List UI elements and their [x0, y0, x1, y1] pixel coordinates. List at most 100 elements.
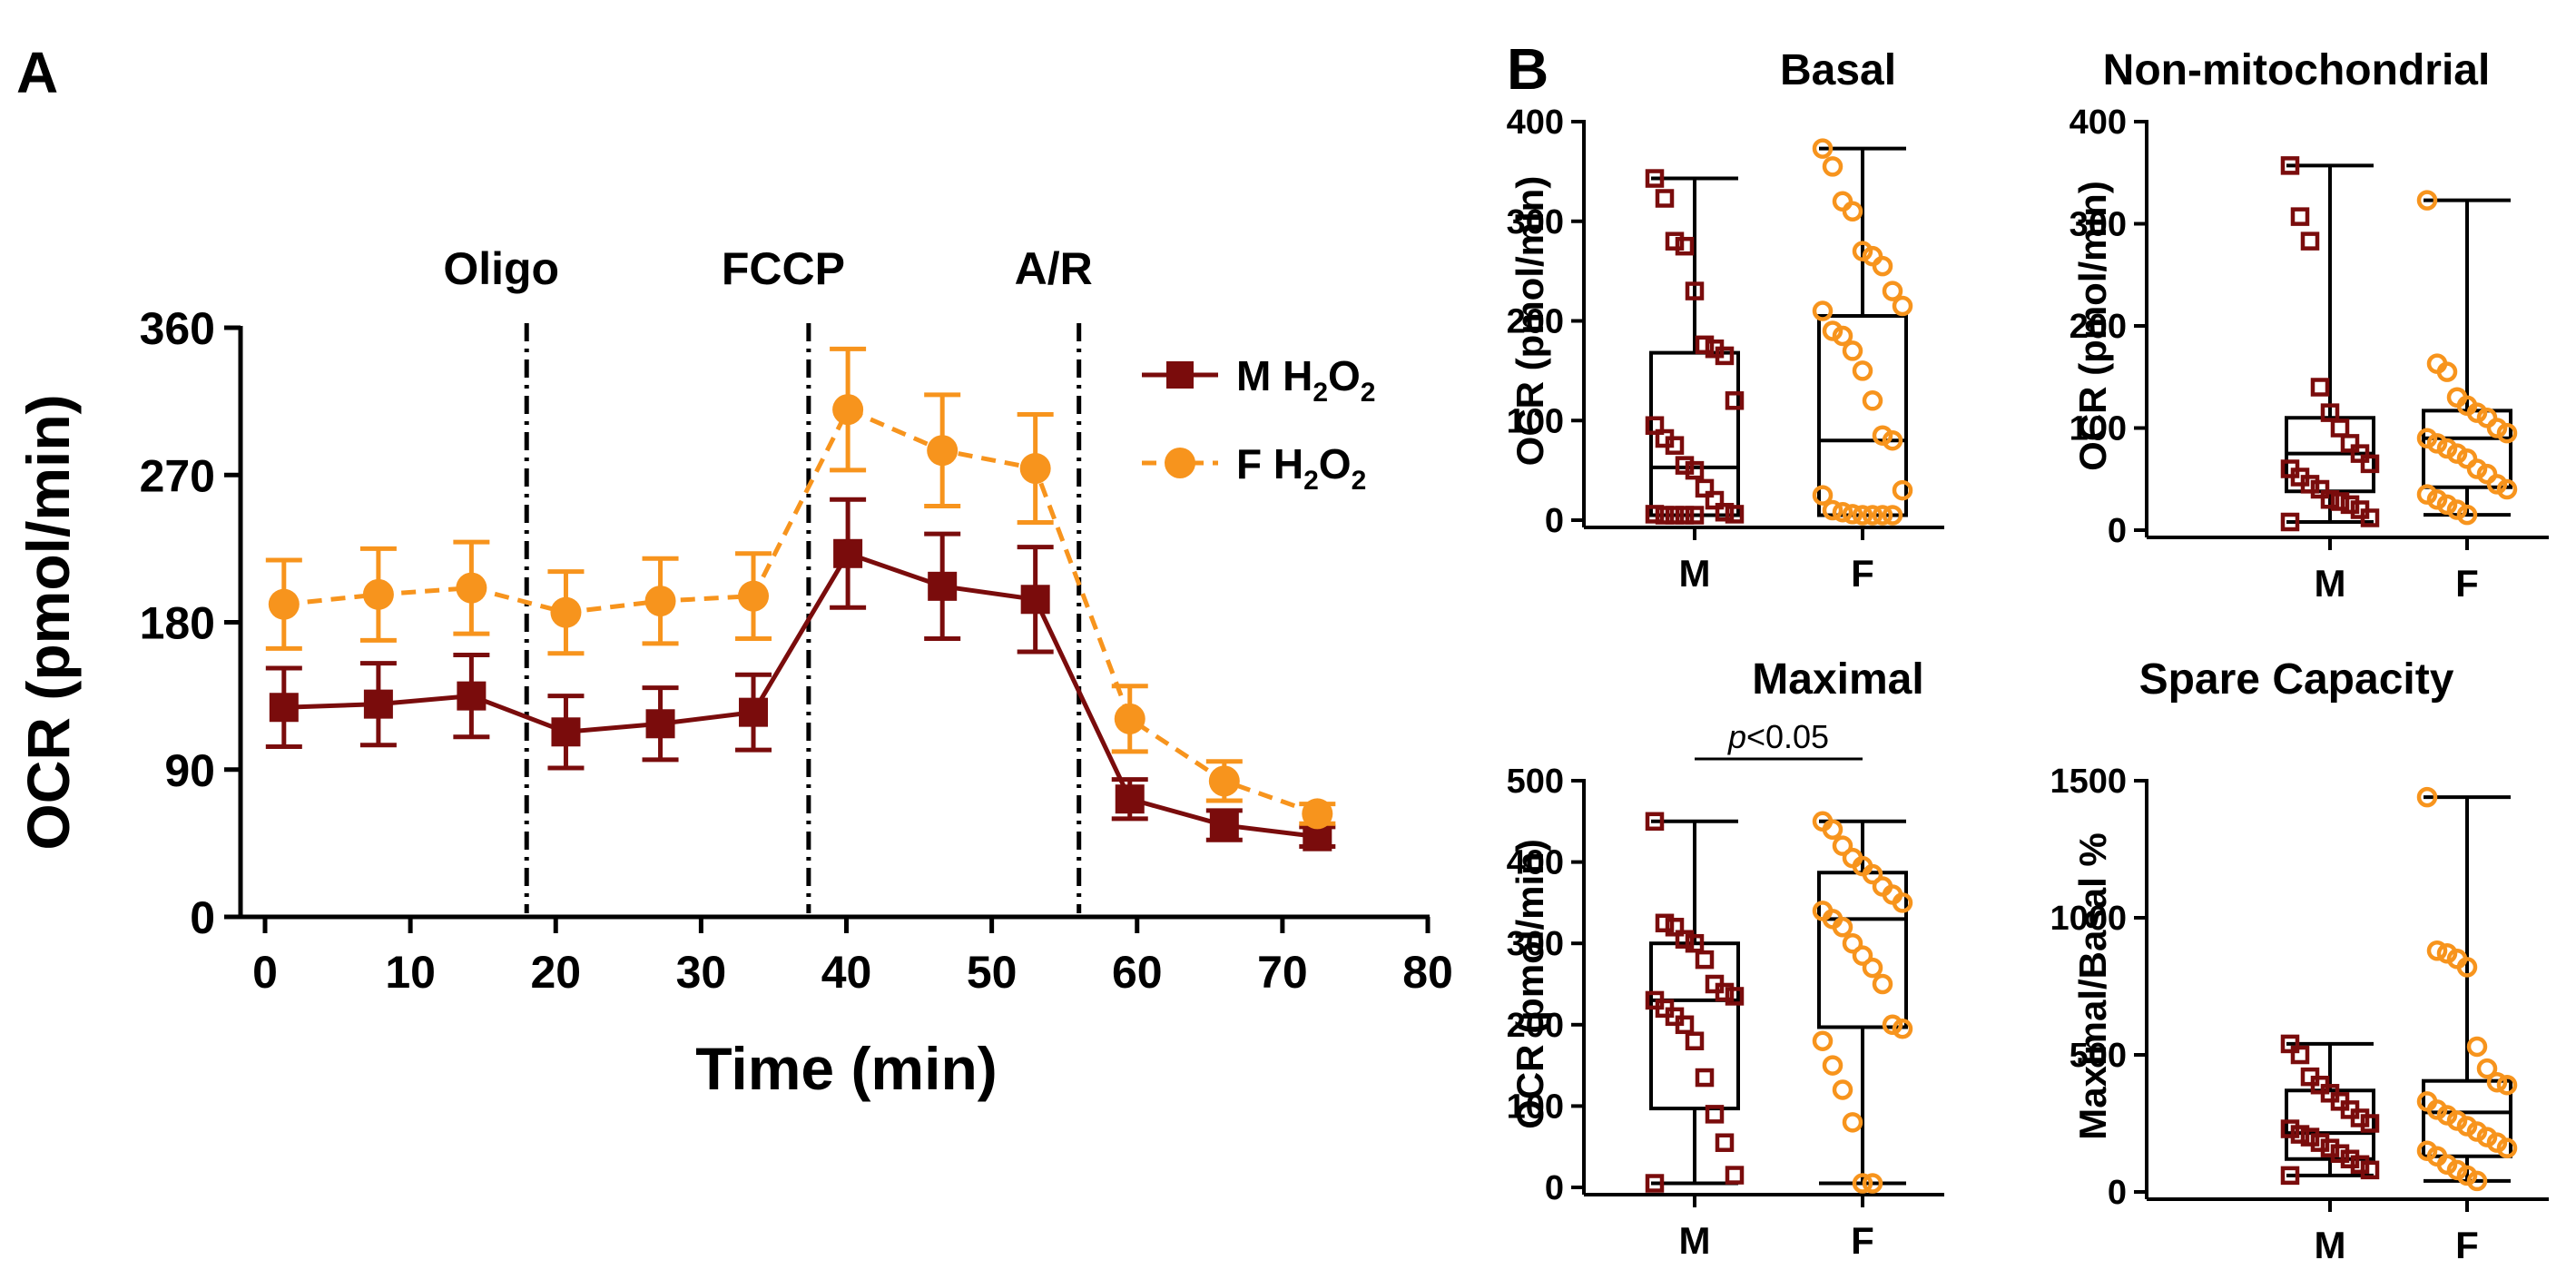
y-tick-label: 90: [164, 745, 215, 796]
y-tick-label: 200: [1507, 1007, 1564, 1045]
data-point: [645, 709, 675, 739]
data-point: [2280, 156, 2300, 175]
y-axis-title: OCR (pmol/min): [15, 394, 82, 850]
data-point: [1675, 1015, 1695, 1035]
data-point: [363, 689, 393, 719]
data-point: [2416, 190, 2438, 211]
data-point: [2280, 512, 2300, 532]
x-tick-label: 50: [967, 947, 1018, 998]
data-point: [739, 697, 769, 727]
data-point: [2456, 957, 2478, 978]
data-point: [1892, 295, 1913, 317]
legend-item-m: M H2O2: [1142, 352, 1375, 408]
boxplot-non-mitochondrial: Non-mitochondrial 0 100 200 300 400 OCR (pmol/…: [2070, 46, 2549, 605]
data-point: [1882, 429, 1903, 451]
injection-label: FCCP: [722, 243, 845, 294]
data-point: [1665, 918, 1685, 937]
y-tick-label: 180: [140, 598, 215, 649]
data-point: [1822, 156, 1844, 177]
data-point: [2320, 403, 2340, 422]
panel-a-label: A: [16, 40, 58, 105]
data-point: [2330, 492, 2350, 511]
data-point: [832, 394, 864, 426]
y-axis-title: OCR (pmol/min): [1509, 176, 1551, 467]
data-point: [1862, 1173, 1883, 1194]
data-point: [1715, 502, 1735, 522]
data-point: [1655, 189, 1675, 208]
data-point: [2456, 504, 2478, 526]
data-point: [2436, 438, 2458, 459]
data-point: [2310, 378, 2330, 397]
data-point: [1872, 973, 1893, 995]
x-tick-label: 60: [1112, 947, 1163, 998]
data-point: [928, 571, 958, 601]
boxplot-maximal: Maximal 0 100 200 300 400 500 OCR (pmol/min) M Fp…: [1507, 655, 1944, 1262]
data-point: [1812, 485, 1834, 506]
data-point: [1725, 1166, 1745, 1185]
x-tick-label: F: [1851, 1219, 1874, 1262]
box: [1649, 941, 1740, 1111]
data-point: [2416, 786, 2438, 808]
data-point: [1882, 1014, 1903, 1036]
injection-label: A/R: [1015, 243, 1093, 294]
y-tick-label: 400: [2070, 103, 2127, 142]
data-point: [2446, 1110, 2468, 1131]
data-point: [2436, 943, 2458, 964]
x-tick-label: 20: [530, 947, 581, 998]
data-point: [1725, 987, 1745, 1006]
legend-marker-f: [1165, 448, 1195, 478]
data-point: [1695, 950, 1715, 970]
y-tick-label: 360: [140, 303, 215, 354]
x-tick-label: 30: [676, 947, 727, 998]
chart-legend: M H2O2 F H2O2: [1142, 352, 1375, 496]
data-point: [1685, 281, 1705, 300]
data-point: [1715, 982, 1735, 1002]
x-axis-title: Time (min): [695, 1035, 997, 1102]
line-chart-panel-a: 0 90 180 270 360 0 10 20 30 40 50 60 70 80 Time (min) O…: [15, 243, 1453, 1102]
y-tick-label: 0: [2108, 512, 2127, 550]
data-point: [1812, 300, 1834, 321]
legend-label-f: F H2O2: [1236, 440, 1366, 496]
y-tick-label: 100: [1507, 402, 1564, 440]
data-point: [2290, 207, 2310, 226]
data-point: [457, 681, 487, 711]
data-point: [1832, 191, 1853, 212]
data-point: [1675, 506, 1695, 525]
series-line: [283, 550, 1318, 840]
data-point: [2290, 1045, 2310, 1065]
data-point: [1862, 863, 1883, 885]
data-point: [2446, 499, 2468, 520]
x-tick-label: M: [1679, 552, 1711, 595]
injection-label: Oligo: [443, 243, 559, 294]
subplot-title: Basal: [1780, 46, 1896, 94]
data-point: [1725, 391, 1745, 410]
data-point: [2416, 1140, 2438, 1161]
data-point: [2280, 1034, 2300, 1054]
data-point: [2350, 444, 2370, 463]
data-point: [1665, 231, 1685, 251]
legend-marker-m: [1166, 361, 1194, 389]
data-point: [1645, 812, 1665, 832]
data-point: [2426, 940, 2448, 961]
data-point: [1892, 479, 1913, 501]
data-point: [2456, 1165, 2478, 1186]
data-point: [1655, 506, 1675, 525]
data-point: [927, 435, 959, 467]
data-point: [1822, 819, 1844, 841]
data-point: [1019, 453, 1051, 485]
data-point: [1822, 499, 1844, 521]
data-point: [1812, 1030, 1834, 1051]
data-point: [1882, 281, 1903, 301]
data-point: [2300, 475, 2320, 494]
data-point: [2360, 454, 2380, 474]
data-point: [2300, 231, 2320, 251]
series-line: [283, 406, 1319, 816]
x-tick-label: 40: [821, 947, 872, 998]
p-value-label: p<0.05: [1727, 718, 1829, 755]
data-point: [1872, 255, 1893, 277]
data-point: [1715, 346, 1735, 366]
data-point: [2436, 361, 2458, 382]
y-tick-label: 500: [1507, 763, 1564, 801]
data-point: [1882, 505, 1903, 526]
data-point: [1852, 241, 1873, 261]
